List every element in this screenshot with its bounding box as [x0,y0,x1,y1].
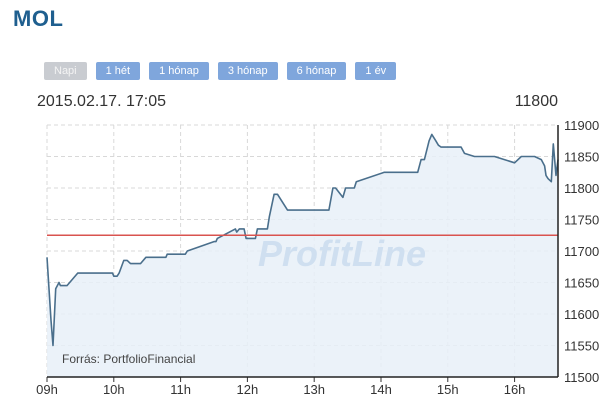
last-price: 11800 [514,93,558,110]
y-tick-label: 11800 [564,181,599,196]
chart-series: ProfitLine [46,133,559,377]
range-button-6-months[interactable]: 6 hónap [286,62,347,80]
quote-datetime: 2015.02.17. 17:05 [37,93,167,110]
range-button-1-week[interactable]: 1 hét [95,62,141,80]
range-button-daily[interactable]: Napi [44,62,87,80]
y-tick-label: 11900 [564,118,599,133]
x-tick-label: 14h [370,382,392,397]
chart-axes: 11500 11550 11600 11650 11700 11750 11800 11850… [36,118,599,397]
x-tick-label: 15h [437,382,459,397]
x-tick-label: 12h [237,382,259,397]
y-tick-label: 11500 [564,370,599,385]
range-button-1-year[interactable]: 1 év [355,62,397,80]
y-tick-label: 11750 [564,213,599,228]
y-tick-label: 11600 [564,307,599,322]
source-note: Forrás: PortfolioFinancial [62,352,196,366]
price-line [46,133,559,347]
y-tick-label: 11850 [564,150,599,165]
y-tick-label: 11700 [564,244,599,259]
x-tick-label: 10h [103,382,125,397]
x-tick-label: 16h [504,382,526,397]
page-title: MOL [13,6,64,31]
y-tick-label: 11550 [564,339,599,354]
x-tick-label: 11h [170,382,191,397]
range-selector: Napi 1 hét 1 hónap 3 hónap 6 hónap 1 év [44,62,397,80]
watermark-logo: ProfitLine [258,233,426,274]
range-button-1-month[interactable]: 1 hónap [149,62,209,80]
x-tick-label: 09h [36,382,58,397]
range-button-3-months[interactable]: 3 hónap [217,62,278,80]
y-tick-label: 11650 [564,276,599,291]
price-area [47,134,558,377]
x-tick-label: 13h [303,382,325,397]
